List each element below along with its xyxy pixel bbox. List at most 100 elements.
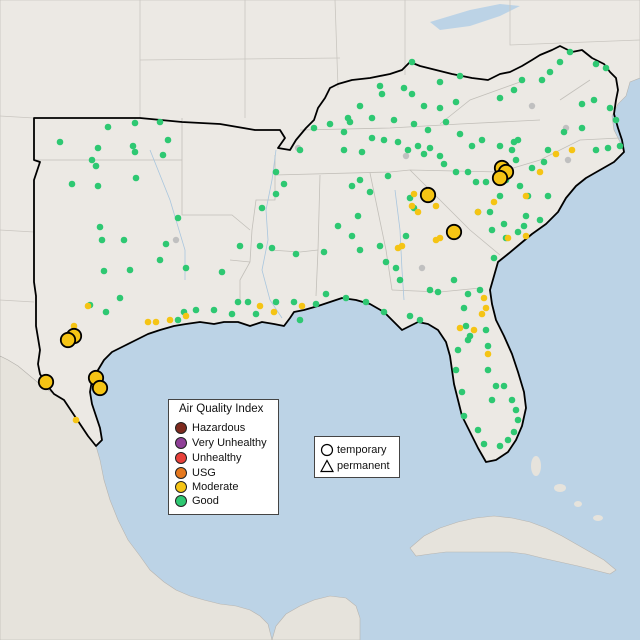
good-aqi-marker[interactable] bbox=[578, 124, 586, 132]
good-aqi-marker[interactable] bbox=[100, 267, 108, 275]
no-data-marker[interactable] bbox=[528, 102, 536, 110]
no-data-marker[interactable] bbox=[402, 152, 410, 160]
good-aqi-marker[interactable] bbox=[340, 146, 348, 154]
good-aqi-marker[interactable] bbox=[340, 128, 348, 136]
good-aqi-marker[interactable] bbox=[348, 232, 356, 240]
good-aqi-marker[interactable] bbox=[616, 142, 624, 150]
good-aqi-marker[interactable] bbox=[156, 118, 164, 126]
good-aqi-marker[interactable] bbox=[174, 214, 182, 222]
moderate-aqi-marker[interactable] bbox=[72, 416, 80, 424]
good-aqi-marker[interactable] bbox=[490, 254, 498, 262]
good-aqi-marker[interactable] bbox=[544, 192, 552, 200]
good-aqi-marker[interactable] bbox=[478, 136, 486, 144]
good-aqi-marker[interactable] bbox=[380, 308, 388, 316]
good-aqi-marker[interactable] bbox=[334, 222, 342, 230]
good-aqi-marker[interactable] bbox=[120, 236, 128, 244]
good-aqi-marker[interactable] bbox=[94, 144, 102, 152]
good-aqi-marker[interactable] bbox=[92, 162, 100, 170]
good-aqi-marker[interactable] bbox=[159, 151, 167, 159]
good-aqi-marker[interactable] bbox=[366, 188, 374, 196]
good-aqi-marker[interactable] bbox=[468, 142, 476, 150]
good-aqi-marker[interactable] bbox=[292, 250, 300, 258]
moderate-aqi-marker[interactable] bbox=[522, 232, 530, 240]
good-aqi-marker[interactable] bbox=[356, 102, 364, 110]
good-aqi-marker[interactable] bbox=[320, 248, 328, 256]
good-aqi-marker[interactable] bbox=[540, 158, 548, 166]
good-aqi-marker[interactable] bbox=[408, 90, 416, 98]
good-aqi-marker[interactable] bbox=[462, 322, 470, 330]
good-aqi-marker[interactable] bbox=[560, 128, 568, 136]
good-aqi-marker[interactable] bbox=[416, 316, 424, 324]
moderate-aqi-marker[interactable] bbox=[432, 202, 440, 210]
good-aqi-marker[interactable] bbox=[380, 136, 388, 144]
moderate-aqi-marker[interactable] bbox=[522, 192, 530, 200]
moderate-aqi-marker-large[interactable] bbox=[419, 186, 437, 204]
good-aqi-marker[interactable] bbox=[426, 144, 434, 152]
good-aqi-marker[interactable] bbox=[131, 148, 139, 156]
good-aqi-marker[interactable] bbox=[474, 426, 482, 434]
good-aqi-marker[interactable] bbox=[104, 123, 112, 131]
good-aqi-marker[interactable] bbox=[228, 310, 236, 318]
good-aqi-marker[interactable] bbox=[528, 164, 536, 172]
moderate-aqi-marker[interactable] bbox=[504, 234, 512, 242]
good-aqi-marker[interactable] bbox=[504, 436, 512, 444]
good-aqi-marker[interactable] bbox=[424, 126, 432, 134]
good-aqi-marker[interactable] bbox=[522, 212, 530, 220]
good-aqi-marker[interactable] bbox=[354, 212, 362, 220]
good-aqi-marker[interactable] bbox=[426, 286, 434, 294]
good-aqi-marker[interactable] bbox=[436, 78, 444, 86]
moderate-aqi-marker[interactable] bbox=[478, 310, 486, 318]
good-aqi-marker[interactable] bbox=[322, 290, 330, 298]
moderate-aqi-marker-large[interactable] bbox=[37, 373, 55, 391]
good-aqi-marker[interactable] bbox=[272, 298, 280, 306]
good-aqi-marker[interactable] bbox=[376, 82, 384, 90]
good-aqi-marker[interactable] bbox=[486, 208, 494, 216]
good-aqi-marker[interactable] bbox=[131, 119, 139, 127]
good-aqi-marker[interactable] bbox=[420, 150, 428, 158]
moderate-aqi-marker-large[interactable] bbox=[445, 223, 463, 241]
good-aqi-marker[interactable] bbox=[244, 298, 252, 306]
good-aqi-marker[interactable] bbox=[602, 64, 610, 72]
moderate-aqi-marker[interactable] bbox=[568, 146, 576, 154]
moderate-aqi-marker[interactable] bbox=[398, 242, 406, 250]
good-aqi-marker[interactable] bbox=[464, 290, 472, 298]
good-aqi-marker[interactable] bbox=[68, 180, 76, 188]
good-aqi-marker[interactable] bbox=[488, 396, 496, 404]
good-aqi-marker[interactable] bbox=[514, 416, 522, 424]
moderate-aqi-marker-large[interactable] bbox=[491, 169, 509, 187]
moderate-aqi-marker[interactable] bbox=[298, 302, 306, 310]
good-aqi-marker[interactable] bbox=[492, 382, 500, 390]
good-aqi-marker[interactable] bbox=[192, 306, 200, 314]
good-aqi-marker[interactable] bbox=[116, 294, 124, 302]
good-aqi-marker[interactable] bbox=[496, 142, 504, 150]
good-aqi-marker[interactable] bbox=[162, 240, 170, 248]
good-aqi-marker[interactable] bbox=[556, 58, 564, 66]
good-aqi-marker[interactable] bbox=[452, 168, 460, 176]
good-aqi-marker[interactable] bbox=[236, 242, 244, 250]
good-aqi-marker[interactable] bbox=[510, 138, 518, 146]
good-aqi-marker[interactable] bbox=[356, 176, 364, 184]
good-aqi-marker[interactable] bbox=[98, 236, 106, 244]
good-aqi-marker[interactable] bbox=[272, 168, 280, 176]
no-data-marker[interactable] bbox=[418, 264, 426, 272]
good-aqi-marker[interactable] bbox=[458, 388, 466, 396]
moderate-aqi-marker[interactable] bbox=[482, 304, 490, 312]
good-aqi-marker[interactable] bbox=[390, 116, 398, 124]
good-aqi-marker[interactable] bbox=[296, 146, 304, 154]
good-aqi-marker[interactable] bbox=[392, 264, 400, 272]
good-aqi-marker[interactable] bbox=[368, 134, 376, 142]
good-aqi-marker[interactable] bbox=[606, 104, 614, 112]
good-aqi-marker[interactable] bbox=[454, 346, 462, 354]
good-aqi-marker[interactable] bbox=[210, 306, 218, 314]
good-aqi-marker[interactable] bbox=[516, 182, 524, 190]
good-aqi-marker[interactable] bbox=[518, 76, 526, 84]
moderate-aqi-marker-large[interactable] bbox=[59, 331, 77, 349]
good-aqi-marker[interactable] bbox=[460, 412, 468, 420]
good-aqi-marker[interactable] bbox=[590, 96, 598, 104]
good-aqi-marker[interactable] bbox=[500, 220, 508, 228]
moderate-aqi-marker[interactable] bbox=[84, 302, 92, 310]
good-aqi-marker[interactable] bbox=[566, 48, 574, 56]
good-aqi-marker[interactable] bbox=[296, 316, 304, 324]
good-aqi-marker[interactable] bbox=[456, 72, 464, 80]
good-aqi-marker[interactable] bbox=[280, 180, 288, 188]
